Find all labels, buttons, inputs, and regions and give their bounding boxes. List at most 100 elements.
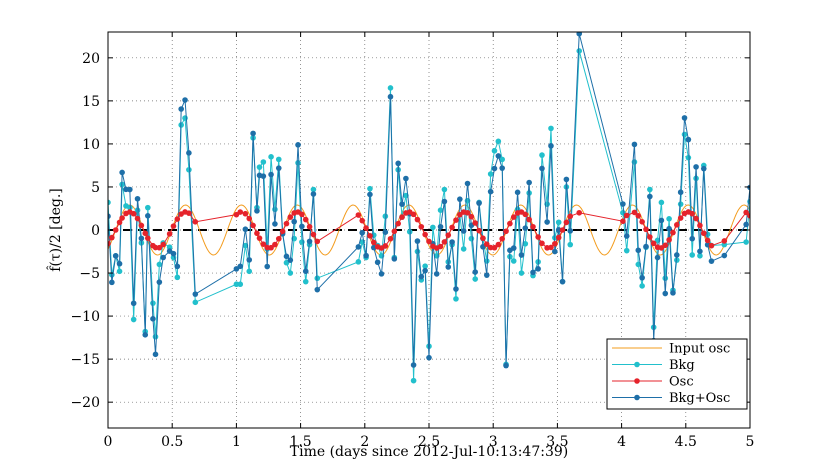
y-tick-label: −20 (70, 395, 100, 411)
bkg-point (268, 154, 274, 160)
osc-point (387, 235, 394, 242)
osc-point (480, 235, 486, 241)
osc-point (522, 211, 529, 218)
osc-point (635, 213, 642, 219)
osc-point (666, 237, 672, 243)
osc-point (426, 238, 432, 245)
bkg-osc-point (658, 217, 665, 224)
bkg-osc-point (287, 257, 294, 263)
osc-point (283, 220, 290, 227)
bkg-osc-point (514, 189, 521, 196)
x-axis-title: Time (days since 2012-Jul-10:13:47:39) (290, 444, 568, 460)
bkg-point (156, 261, 163, 268)
bkg-point (382, 213, 389, 220)
series-layer (108, 32, 750, 384)
osc-point (526, 216, 532, 223)
bkg-point (127, 204, 133, 211)
osc-point (623, 212, 630, 219)
bkg-osc-point (382, 229, 389, 235)
bkg-osc-point (708, 258, 715, 264)
osc-point (620, 218, 626, 225)
bkg-point (192, 299, 199, 306)
bkg-osc-point (314, 286, 321, 293)
axis-ticks (107, 32, 751, 428)
osc-point (237, 209, 244, 215)
bkg-osc-point (437, 223, 444, 230)
bkg-osc-point (403, 175, 409, 182)
bkg-osc-point (677, 189, 684, 196)
bkg-point (685, 154, 692, 161)
bkg-point (693, 175, 699, 182)
bkg-osc-point (670, 290, 676, 296)
bkg-osc-point (526, 179, 532, 186)
bkg-osc-point (689, 235, 696, 242)
bkg-osc-point (414, 238, 421, 244)
osc-point (246, 215, 253, 222)
bkg-osc-point (441, 198, 448, 205)
bkg-osc-point (503, 362, 509, 369)
osc-point (674, 222, 680, 228)
bkg-osc-point (548, 143, 554, 149)
bkg-point (495, 138, 502, 145)
bkg-osc-point (422, 267, 428, 274)
bkg-osc-point (178, 106, 184, 112)
y-tick-labels: −20 −15 −10 −5 0 5 10 15 20 (70, 51, 100, 411)
bkg-point (662, 275, 669, 282)
bkg-osc-point (108, 213, 111, 220)
bkg-osc-point (283, 253, 290, 260)
bkg-osc-point (685, 136, 692, 143)
osc-point (170, 223, 177, 229)
osc-point (186, 210, 192, 217)
osc-point (441, 239, 448, 245)
bkg-osc-point (510, 245, 517, 251)
bkg-point (658, 199, 665, 206)
osc-point (689, 210, 696, 217)
bkg-point (623, 247, 630, 254)
bkg-osc-point (246, 257, 253, 263)
bkg-osc-point (192, 291, 199, 297)
osc-point (145, 235, 151, 241)
bkg-osc-point (152, 351, 159, 358)
osc-point (250, 222, 256, 229)
osc-point (445, 232, 452, 238)
bkg-point (689, 252, 696, 258)
bkg-osc-point (306, 238, 313, 245)
osc-point (272, 241, 278, 248)
osc-point (468, 213, 475, 220)
bkg-point (555, 219, 562, 226)
bkg-osc-point (299, 223, 305, 230)
bkg-osc-point (242, 226, 249, 233)
bkg-osc-point (138, 235, 145, 242)
osc-point (670, 229, 676, 236)
bkg-osc-point (418, 273, 425, 280)
osc-point (287, 214, 294, 220)
osc-point (410, 211, 417, 218)
bkg-osc-point (387, 93, 394, 100)
bkg-osc-point (310, 191, 317, 197)
bkg-osc-point (445, 264, 452, 270)
osc-point (174, 216, 181, 222)
osc-point (418, 223, 425, 230)
bkg-osc-point (743, 221, 749, 228)
bkg-point (237, 281, 244, 288)
bkg-osc-point (355, 244, 362, 250)
bkg-point (539, 152, 545, 158)
osc-point (256, 235, 263, 241)
bkg-osc-point (130, 300, 137, 307)
osc-point (302, 216, 309, 223)
bkg-point (130, 316, 137, 323)
bkg-point (522, 240, 529, 247)
osc-point (697, 222, 703, 229)
bkg-osc-point (487, 188, 494, 195)
osc-point (662, 242, 669, 249)
osc-point (677, 215, 684, 221)
bkg-osc-point (449, 239, 455, 245)
bkg-osc-point (559, 278, 566, 285)
bkg-osc-point (530, 269, 536, 276)
bkg-osc-point (150, 316, 156, 322)
osc-point (704, 237, 711, 244)
osc-point (555, 234, 562, 241)
x-tick-label: 4 (617, 434, 626, 450)
bkg-osc-point (620, 201, 626, 207)
bkg-osc-point (433, 271, 440, 277)
